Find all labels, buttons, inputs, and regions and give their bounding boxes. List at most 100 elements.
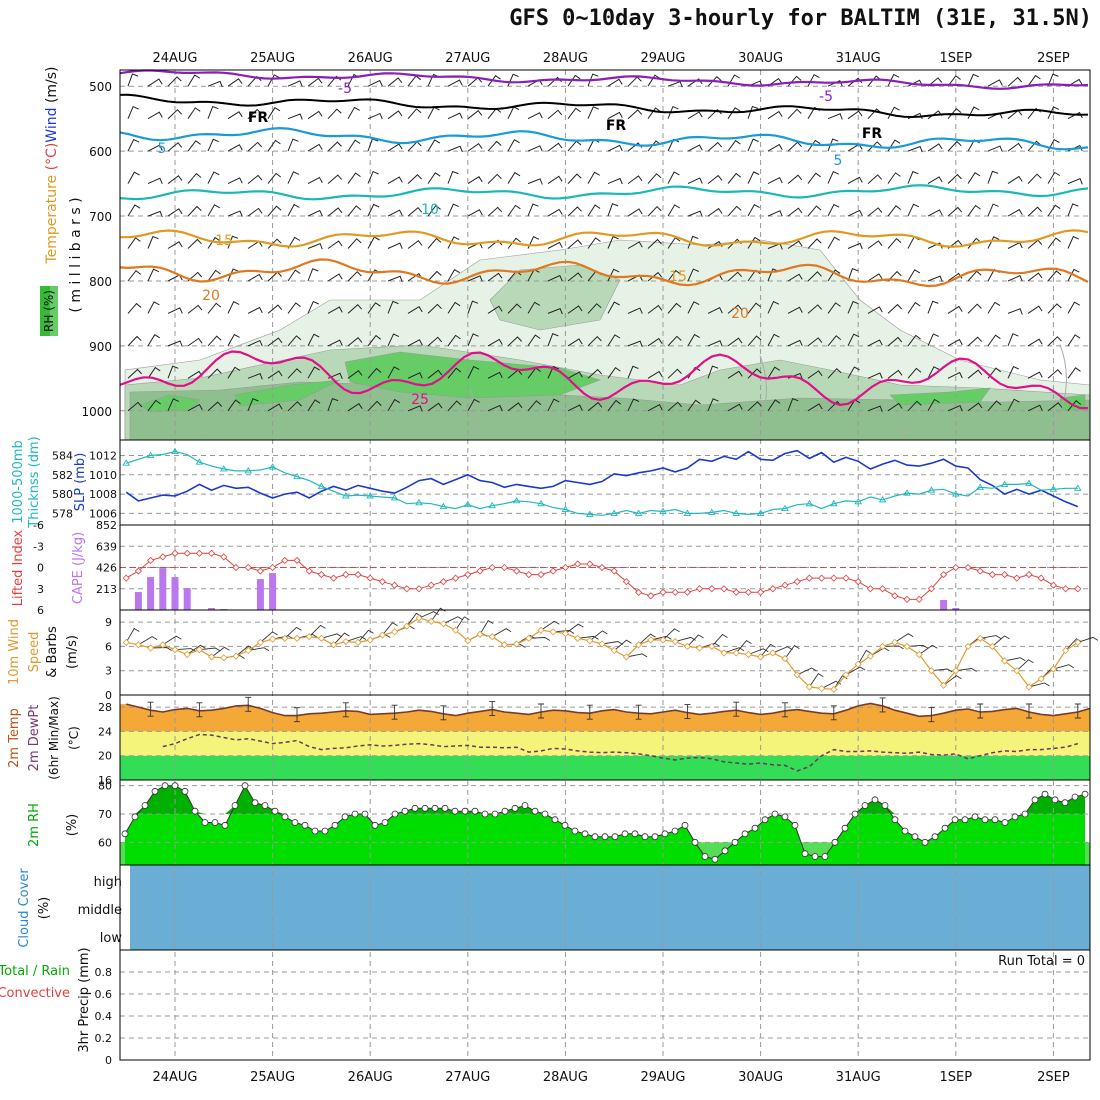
wind-barb [807, 205, 822, 217]
li-marker [720, 585, 728, 593]
wind-barb [427, 402, 443, 412]
rh2m-marker [601, 833, 609, 841]
wind-barb [787, 398, 799, 411]
surface-wind-barb [1065, 638, 1082, 651]
precip-tick-label: 0.4 [95, 1010, 113, 1023]
thickness-marker [122, 459, 130, 466]
wind-speed-marker [122, 638, 130, 646]
thickness-marker [1049, 485, 1058, 492]
rh2m-marker [171, 782, 179, 790]
temp-minmax-bar [538, 703, 544, 719]
rh2m-marker [461, 807, 469, 815]
wind-barb [147, 78, 163, 87]
rh2m-marker [701, 853, 709, 860]
date-label-bottom: 24AUG [152, 1070, 197, 1085]
rh2m-marker [661, 830, 669, 838]
wind-barb [727, 370, 743, 379]
wind-barb [647, 107, 661, 119]
wind-barb [1047, 106, 1060, 119]
wind-barb [1007, 142, 1023, 152]
isotherm-label: FR [862, 126, 883, 142]
temp-ylabel-1: 2m Temp [7, 708, 22, 768]
li-ylabel: Lifted Index [11, 529, 26, 606]
wind-barb [727, 172, 742, 184]
rh2m-marker [871, 796, 879, 804]
wind-barb [1007, 208, 1023, 217]
surface-wind-barb [1053, 664, 1075, 670]
wind-speed-marker [354, 638, 362, 646]
wind-barb [867, 75, 882, 87]
date-label-top: 30AUG [738, 51, 783, 66]
wind-barb [947, 107, 962, 120]
wind-barb [487, 140, 502, 152]
isotherm-label: 10 [421, 202, 439, 218]
wind-barb [487, 272, 503, 282]
wind-barb [987, 170, 999, 184]
wind-barb [707, 207, 723, 217]
wind-barb [687, 399, 701, 412]
wind-barb [447, 334, 461, 347]
wind-speed-marker [830, 685, 838, 693]
rh2m-marker [1071, 793, 1079, 801]
rh-legend-label: RH (%) [42, 290, 56, 332]
wind-barb [307, 209, 323, 217]
wind-barb [567, 371, 583, 379]
rh2m-marker [751, 824, 759, 832]
surface-wind-barb [992, 635, 1010, 647]
wind-barb [587, 204, 601, 217]
li-marker [159, 553, 167, 561]
wind-barb [827, 113, 843, 120]
wind-barb [247, 141, 263, 152]
li-tick-label: -6 [33, 519, 44, 532]
wind-barb [687, 78, 703, 87]
date-label-top: 26AUG [348, 51, 393, 66]
wind-barb [1027, 404, 1043, 412]
upper-air-ylabel: Temperature (°C)Wind (m/s) [44, 66, 60, 264]
wind-barb [687, 144, 703, 152]
wind-barb [887, 270, 902, 282]
isotherm-label: 20 [202, 288, 220, 304]
li-marker [415, 585, 423, 593]
wind-barb [627, 307, 643, 314]
wind-speed-marker [293, 634, 301, 642]
wind-barb [127, 368, 142, 379]
wind-speed-marker [842, 671, 850, 679]
wind-barb [527, 203, 539, 217]
wind-barb [267, 403, 283, 412]
temp-minmax-bar [879, 697, 886, 713]
slp-tick-label: 1006 [89, 507, 117, 520]
wind-barb [387, 77, 403, 87]
wind-barb [147, 210, 163, 218]
rh2m-ylabel-units: (%) [65, 814, 80, 837]
wind-barb [627, 241, 643, 249]
surface-wind-barb [735, 640, 752, 654]
wind-barb [467, 300, 479, 314]
wind-barb [247, 373, 263, 380]
surface-wind-barb [357, 629, 374, 643]
wind-speed-marker [342, 638, 350, 646]
wind-barb [807, 139, 821, 152]
li-marker [903, 595, 911, 603]
wind-barb [567, 173, 582, 184]
wind-speed-marker [500, 641, 508, 649]
li-marker [305, 567, 313, 575]
wind-barb [847, 268, 859, 282]
wind-barb [767, 210, 783, 217]
rh2m-marker [891, 816, 899, 824]
wind-ylabel-1: 10m Wind [7, 619, 22, 685]
rh2m-marker [291, 819, 299, 826]
wind-barb [167, 241, 183, 249]
wind-barb [127, 171, 140, 184]
wind-barb [227, 144, 243, 152]
wind-barb [627, 175, 643, 185]
wind-speed-marker [854, 660, 862, 668]
wind-barb [467, 365, 480, 379]
rh2m-marker [311, 827, 319, 835]
wind-barb [847, 110, 863, 120]
wind-barb [407, 339, 423, 347]
wind-barb [507, 402, 523, 412]
wind-barb [847, 333, 860, 347]
wind-speed-marker [1049, 665, 1057, 673]
li-marker [183, 549, 191, 557]
li-marker [586, 560, 594, 568]
